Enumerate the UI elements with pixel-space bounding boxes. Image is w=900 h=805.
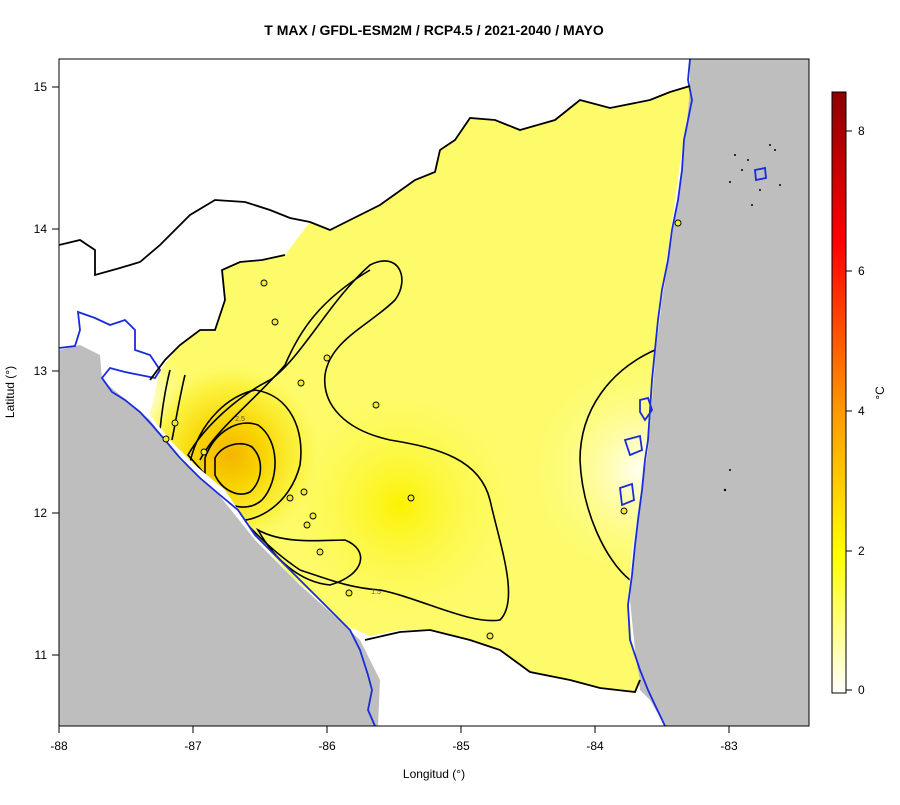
colorbar-tick-label: 6 xyxy=(858,264,865,278)
pacific-coastline xyxy=(59,310,376,726)
y-tick-label: 14 xyxy=(34,222,48,236)
contour-label-2-5: 2.5 xyxy=(235,416,245,423)
chart-title: T MAX / GFDL-ESM2M / RCP4.5 / 2021-2040 … xyxy=(264,22,604,38)
colorbar-tick-label: 0 xyxy=(858,683,865,697)
station-markers xyxy=(162,219,682,640)
colorbar-label: °C xyxy=(873,386,887,400)
y-axis-label: Latitud (°) xyxy=(3,366,17,418)
x-tick-label: -86 xyxy=(318,739,336,753)
y-tick-label: 13 xyxy=(34,364,48,378)
lake-islands xyxy=(619,396,653,507)
colorbar-tick-label: 8 xyxy=(858,124,865,138)
y-tick-label: 11 xyxy=(35,648,48,662)
pacific-ocean xyxy=(59,345,380,726)
cayman-islands xyxy=(754,166,767,182)
contour-label-1-5: 1.5 xyxy=(371,589,381,596)
colorbar-tick-label: 4 xyxy=(858,404,865,418)
x-tick-label: -85 xyxy=(452,739,470,753)
map-plot-area: 2.5 1.5 xyxy=(59,59,809,726)
colorbar-gradient xyxy=(831,91,847,694)
caribbean-cays xyxy=(723,144,781,492)
x-tick-label: -84 xyxy=(586,739,604,753)
y-tick-label: 12 xyxy=(34,506,48,520)
northern-land xyxy=(59,59,690,380)
caribbean-coastline xyxy=(627,59,693,726)
x-tick-label: -83 xyxy=(720,739,738,753)
gulf-border xyxy=(149,254,286,381)
x-axis: -88 -87 -86 -85 -84 -83 Longitud (°) xyxy=(50,726,738,781)
colorbar-tick-label: 2 xyxy=(858,544,865,558)
caribbean-sea xyxy=(630,59,809,726)
y-tick-label: 15 xyxy=(34,80,48,94)
plot-frame xyxy=(58,58,810,727)
x-tick-label: -88 xyxy=(50,739,68,753)
costa-rica-border xyxy=(364,629,641,693)
colorbar: 8 6 4 2 0 °C xyxy=(831,91,887,697)
x-tick-label: -87 xyxy=(184,739,202,753)
y-axis: 15 14 13 12 11 Latitud (°) xyxy=(3,80,59,662)
honduras-border xyxy=(59,85,691,277)
x-axis-label: Longitud (°) xyxy=(403,767,465,781)
